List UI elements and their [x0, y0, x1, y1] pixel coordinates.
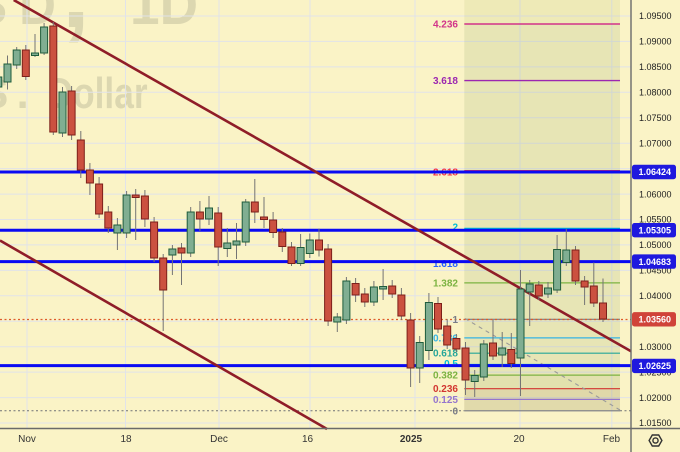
- svg-text:1.382: 1.382: [433, 278, 458, 289]
- svg-text:0: 0: [452, 406, 458, 417]
- svg-text:16: 16: [302, 434, 314, 445]
- svg-text:1.09000: 1.09000: [639, 37, 672, 47]
- svg-text:1.03000: 1.03000: [639, 342, 672, 352]
- svg-text:S: S: [0, 0, 7, 36]
- svg-text:1.06424: 1.06424: [639, 167, 672, 177]
- svg-text:1D: 1D: [130, 0, 198, 36]
- svg-text:1.03560: 1.03560: [639, 315, 672, 325]
- svg-text:1.04000: 1.04000: [639, 291, 672, 301]
- svg-text:0.618: 0.618: [433, 349, 458, 360]
- svg-text:1.07000: 1.07000: [639, 138, 672, 148]
- svg-text:1.04683: 1.04683: [639, 257, 672, 267]
- svg-text:Dec: Dec: [210, 434, 228, 445]
- svg-text:1.02625: 1.02625: [639, 361, 672, 371]
- svg-text:1.09500: 1.09500: [639, 11, 672, 21]
- svg-text:.: .: [17, 69, 29, 118]
- svg-text:Nov: Nov: [18, 434, 36, 445]
- svg-text:0.382: 0.382: [433, 371, 458, 382]
- svg-text:1.01500: 1.01500: [639, 418, 672, 428]
- svg-text:Feb: Feb: [603, 434, 621, 445]
- svg-text:1.08000: 1.08000: [639, 88, 672, 98]
- svg-text:1.07500: 1.07500: [639, 113, 672, 123]
- svg-text:1.04500: 1.04500: [639, 266, 672, 276]
- svg-text:1.05500: 1.05500: [639, 215, 672, 225]
- svg-text:1.05305: 1.05305: [639, 225, 672, 235]
- svg-text:20: 20: [513, 434, 525, 445]
- svg-text:1.05000: 1.05000: [639, 240, 672, 250]
- svg-text:3.618: 3.618: [433, 76, 458, 87]
- svg-text:4.236: 4.236: [433, 20, 458, 31]
- svg-text:1: 1: [452, 315, 458, 326]
- svg-text:18: 18: [120, 434, 132, 445]
- svg-text:2025: 2025: [400, 434, 423, 445]
- svg-text:1.06000: 1.06000: [639, 189, 672, 199]
- svg-text:0.236: 0.236: [433, 384, 458, 395]
- svg-text:1.618: 1.618: [433, 259, 458, 270]
- svg-text:1.08500: 1.08500: [639, 62, 672, 72]
- svg-text:S: S: [0, 69, 8, 118]
- svg-text:0.125: 0.125: [433, 395, 458, 406]
- svg-text:2: 2: [452, 223, 458, 234]
- svg-text:1.02000: 1.02000: [639, 393, 672, 403]
